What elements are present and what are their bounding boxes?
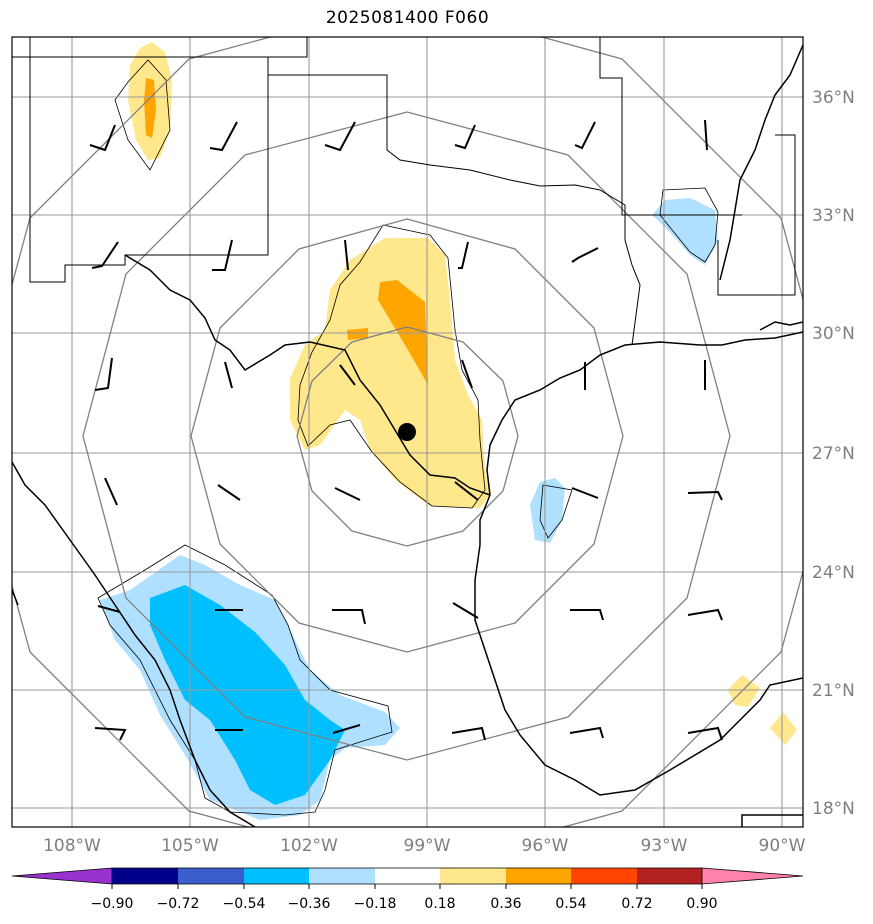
- latitude-labels: 36°N 33°N 30°N 27°N 24°N 21°N 18°N: [812, 88, 855, 819]
- colorbar-segment: [309, 868, 375, 884]
- colorbar-segment: [440, 868, 506, 884]
- colorbar-tick-label: 0.36: [490, 896, 521, 912]
- colorbar-extend-low: [11, 867, 113, 885]
- colorbar-tick-label: −0.72: [157, 896, 200, 912]
- shaded-field-layer: [97, 42, 797, 820]
- colorbar-tick-label: 0.54: [555, 896, 586, 912]
- colorbar: −0.90 −0.72 −0.54 −0.36 −0.18 0.18 0.36 …: [11, 867, 804, 912]
- colorbar-tick-label: −0.36: [288, 896, 331, 912]
- colorbar-segment: [637, 868, 702, 884]
- colorbar-extend-high: [701, 867, 804, 885]
- map-frame: [11, 36, 804, 828]
- lon-label: 105°W: [161, 836, 219, 856]
- lon-label: 99°W: [404, 836, 451, 856]
- colorbar-tick-label: 0.18: [424, 896, 455, 912]
- wind-barbs: [89, 119, 723, 741]
- colorbar-segment: [571, 868, 637, 884]
- colorbar-segment: [506, 868, 571, 884]
- negative-anomaly-core: [150, 585, 345, 805]
- lon-label: 96°W: [522, 836, 569, 856]
- graticule: [12, 37, 803, 827]
- colorbar-tick-label: −0.54: [223, 896, 266, 912]
- lat-label: 18°N: [812, 799, 855, 819]
- center-marker: [398, 423, 416, 441]
- state-borders: [12, 37, 796, 346]
- colorbar-segment: [244, 868, 309, 884]
- lat-label: 21°N: [812, 681, 855, 701]
- lon-label: 93°W: [641, 836, 688, 856]
- colorbar-tick-label: 0.90: [686, 896, 717, 912]
- colorbar-segment: [112, 868, 178, 884]
- coastlines: [12, 44, 803, 827]
- lat-label: 24°N: [812, 563, 855, 583]
- lat-label: 33°N: [812, 206, 855, 226]
- colorbar-tick-label: −0.90: [91, 896, 134, 912]
- positive-anomaly-core: [144, 78, 156, 138]
- positive-anomaly-area: [290, 238, 490, 508]
- positive-anomaly-area: [770, 712, 797, 745]
- map-title: 2025081400 F060: [325, 8, 490, 28]
- lon-label: 108°W: [43, 836, 101, 856]
- colorbar-segment: [375, 868, 440, 884]
- lat-label: 27°N: [812, 444, 855, 464]
- lat-label: 36°N: [812, 88, 855, 108]
- lon-label: 90°W: [759, 836, 806, 856]
- lon-label: 102°W: [280, 836, 338, 856]
- positive-anomaly-area: [728, 675, 760, 707]
- longitude-labels: 108°W 105°W 102°W 99°W 96°W 93°W 90°W: [43, 836, 806, 856]
- colorbar-tick-label: 0.72: [621, 896, 652, 912]
- colorbar-segment: [178, 868, 244, 884]
- lat-label: 30°N: [812, 324, 855, 344]
- colorbar-tick-label: −0.18: [354, 896, 397, 912]
